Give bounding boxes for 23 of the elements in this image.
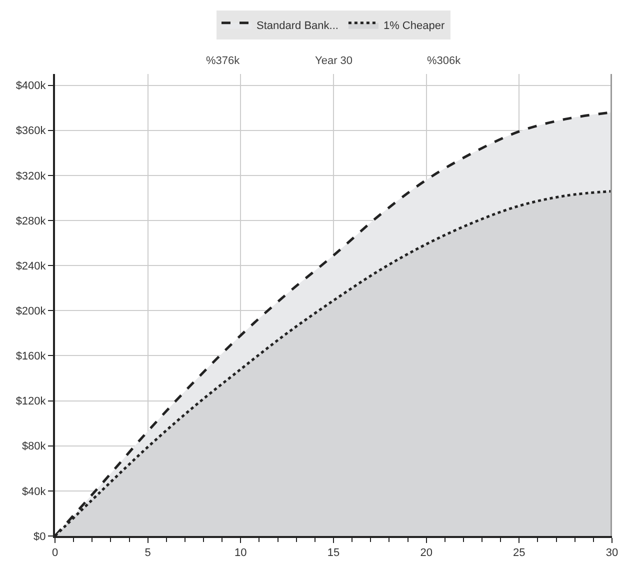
- y-tick-label: $360k: [16, 125, 46, 138]
- y-tick-label: $0: [34, 530, 46, 543]
- y-tick-label: $240k: [16, 260, 46, 272]
- y-tick-label: $80k: [22, 440, 46, 453]
- x-tick-label: 0: [52, 547, 58, 560]
- legend-label: 1% Cheaper: [383, 20, 445, 32]
- text: %376k: [206, 55, 240, 67]
- text: %306k: [427, 55, 462, 67]
- y-tick-label: $160k: [16, 350, 46, 363]
- x-tick-label: 20: [420, 547, 432, 560]
- y-tick-label: $280k: [16, 215, 46, 228]
- x-tick-label: 30: [606, 547, 618, 560]
- y-tick-label: $40k: [22, 486, 46, 498]
- x-tick-label: 15: [327, 547, 340, 560]
- x-tick-label: 25: [513, 547, 526, 560]
- y-tick-label: $400k: [16, 80, 46, 92]
- legend-label: Standard Bank...: [256, 20, 338, 32]
- y-tick-label: $320k: [16, 170, 46, 182]
- y-tick-label: $200k: [16, 305, 46, 318]
- y-tick-label: $120k: [16, 396, 46, 408]
- x-tick-label: 10: [234, 547, 247, 560]
- x-tick-label: 5: [144, 547, 151, 560]
- text: Year 30: [315, 55, 353, 67]
